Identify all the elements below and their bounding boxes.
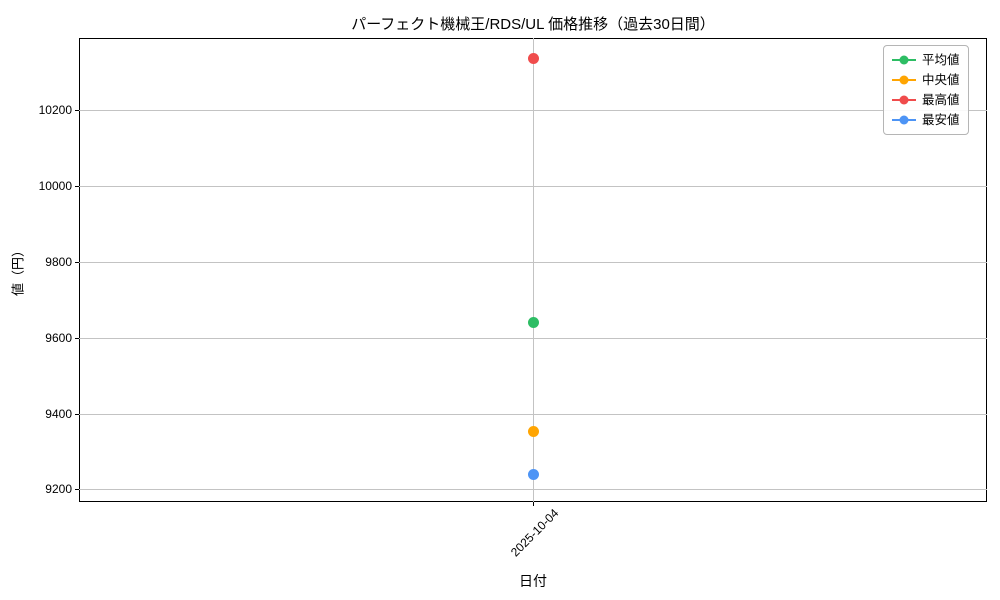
data-point-最安値 [527,468,539,480]
y-tick-mark [75,186,79,187]
legend-label: 最高値 [922,93,960,107]
legend-marker-dot [899,95,909,105]
legend-marker-line [892,75,916,85]
legend-entry: 最安値 [892,112,960,128]
v-gridline [533,38,534,502]
legend-entry: 平均値 [892,52,960,68]
legend-marker-line [892,115,916,125]
legend-marker-dot [899,75,909,85]
y-tick-label: 9800 [45,255,72,269]
y-tick-label: 9400 [45,407,72,421]
y-tick-mark [75,414,79,415]
legend-marker-line [892,55,916,65]
legend: 平均値中央値最高値最安値 [883,45,969,135]
x-tick-mark [533,502,534,506]
legend-label: 中央値 [922,73,960,87]
y-axis-label: 値（円） [10,243,26,297]
y-tick-label: 10200 [38,103,72,117]
legend-label: 最安値 [922,113,960,127]
x-axis-label: 日付 [519,573,547,589]
y-tick-label: 10000 [38,179,72,193]
legend-entry: 最高値 [892,92,960,108]
legend-marker-line [892,95,916,105]
data-point-最高値 [527,53,539,65]
legend-entry: 中央値 [892,72,960,88]
y-tick-mark [75,262,79,263]
y-tick-mark [75,338,79,339]
y-tick-label: 9600 [45,331,72,345]
y-tick-mark [75,110,79,111]
y-tick-mark [75,489,79,490]
y-tick-label: 9200 [45,482,72,496]
chart-title: パーフェクト機械王/RDS/UL 価格推移（過去30日間） [351,16,715,33]
x-tick-label: 2025-10-04 [507,506,561,560]
legend-label: 平均値 [922,53,960,67]
data-point-平均値 [527,316,539,328]
legend-marker-dot [899,55,909,65]
data-point-中央値 [527,425,539,437]
legend-marker-dot [899,115,909,125]
